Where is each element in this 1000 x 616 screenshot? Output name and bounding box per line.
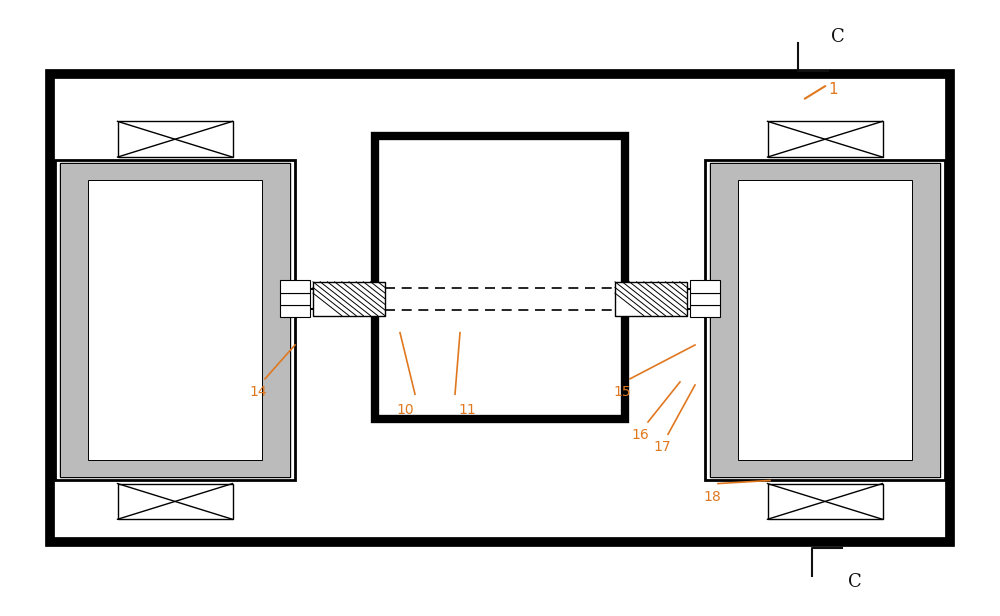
Bar — [690, 293, 720, 305]
Bar — [313, 282, 385, 315]
Bar — [280, 293, 310, 305]
Bar — [118, 484, 232, 519]
Bar — [738, 180, 912, 460]
Bar — [88, 180, 262, 460]
Bar — [705, 160, 945, 480]
Bar — [55, 160, 295, 480]
Bar — [710, 163, 940, 477]
Bar — [50, 74, 950, 542]
Bar — [615, 282, 687, 315]
Bar — [690, 305, 720, 317]
Text: 16: 16 — [631, 428, 649, 442]
Text: 1: 1 — [828, 82, 838, 97]
Bar — [280, 305, 310, 317]
Bar — [710, 163, 940, 477]
Text: 17: 17 — [653, 440, 671, 455]
Text: 14: 14 — [249, 385, 267, 399]
Bar — [295, 289, 375, 309]
Bar — [118, 121, 232, 157]
Text: 11: 11 — [458, 403, 476, 418]
Bar — [60, 163, 290, 477]
Bar — [60, 163, 290, 477]
Text: 10: 10 — [396, 403, 414, 418]
Text: 15: 15 — [613, 385, 631, 399]
Bar — [280, 280, 310, 293]
Bar — [768, 484, 883, 519]
Bar — [625, 289, 705, 309]
Bar — [768, 121, 883, 157]
Text: C: C — [848, 573, 862, 591]
Text: 18: 18 — [703, 490, 721, 504]
Text: C: C — [831, 28, 845, 46]
Bar — [375, 136, 625, 419]
Bar — [690, 280, 720, 293]
